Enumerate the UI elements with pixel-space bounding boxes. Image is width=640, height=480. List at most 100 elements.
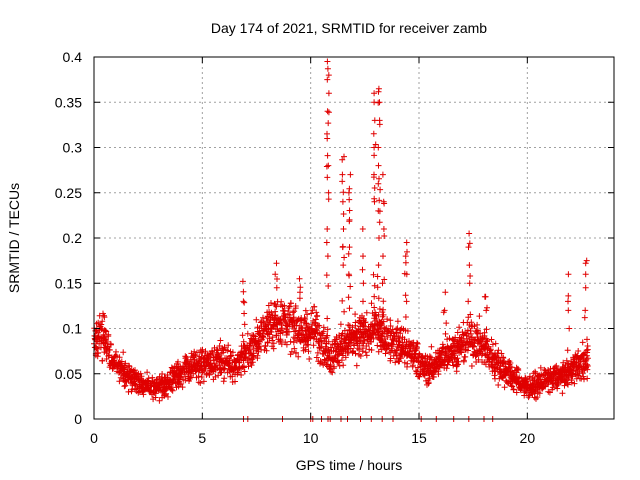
data-point [465,244,472,251]
data-point [376,306,383,312]
data-point [360,333,367,340]
data-point [126,363,133,370]
data-point [273,284,280,291]
data-point [116,354,123,361]
data-point [253,316,260,323]
data-point [495,347,502,354]
data-point [467,273,474,279]
data-point [283,341,290,348]
data-point [414,340,421,347]
y-tick-label: 0.4 [63,49,83,65]
data-point [268,309,275,316]
data-point [159,371,166,377]
data-point [442,289,449,296]
data-point [582,284,589,291]
data-point [352,311,359,318]
data-point [296,327,303,334]
data-point [272,319,278,326]
y-tick-label: 0.05 [55,366,82,382]
data-point [360,253,366,260]
data-point [446,335,453,342]
data-point [241,368,248,375]
data-point [241,310,248,317]
data-point [326,348,332,355]
data-point [371,195,378,202]
data-point [278,341,285,348]
data-point [376,175,382,182]
data-point [238,372,245,378]
data-point [395,338,402,345]
x-axis-label: GPS time / hours [296,457,403,473]
data-point [466,280,473,287]
y-tick-label: 0 [74,411,82,427]
data-point [351,342,358,349]
data-point [488,336,495,343]
data-point [277,337,284,344]
data-point [487,346,494,353]
data-point [339,243,346,250]
data-point [297,284,304,291]
data-point [274,276,280,282]
data-point [269,334,276,341]
data-point [254,355,261,362]
data-point [327,362,334,369]
data-point [404,248,410,255]
data-point [532,368,539,375]
data-point [270,340,277,347]
data-point [324,58,331,65]
data-point [288,300,294,307]
data-point [310,342,317,349]
data-point [99,357,106,364]
data-point [489,341,496,348]
data-point [444,361,451,368]
data-point [466,240,473,247]
data-point [169,387,176,394]
data-point [178,380,185,387]
data-point [468,363,475,369]
data-point [336,362,343,369]
data-point [320,324,327,331]
data-point [362,319,369,326]
data-point [376,197,383,204]
data-point [508,382,515,389]
data-point [387,355,394,362]
data-point [122,382,129,389]
data-point [409,362,416,369]
data-point [168,386,175,393]
data-point [186,375,193,382]
data-point [291,345,298,352]
data-point [403,298,410,305]
data-point [477,330,484,337]
data-point [352,322,359,329]
data-point [304,311,311,318]
data-point [346,244,353,251]
data-point [270,345,277,352]
data-point [571,380,578,387]
data-point [579,339,586,346]
data-point [414,368,420,375]
data-point [566,325,573,332]
data-point [301,315,308,321]
data-point [324,76,331,83]
data-point [348,337,354,344]
data-point [456,324,463,331]
data-point [353,362,360,369]
data-point [383,325,390,332]
data-point [483,326,490,333]
data-point [584,336,590,343]
data-point [325,196,332,203]
data-point [286,312,293,318]
data-point [380,318,387,325]
data-point [105,353,112,359]
data-point [381,276,388,283]
data-point [197,380,204,386]
data-point [371,152,378,159]
data-point [325,189,332,196]
data-point [99,318,106,325]
data-point [359,348,366,355]
data-point [475,356,482,363]
y-tick-label: 0.2 [63,230,83,246]
data-point [554,385,561,392]
data-point [467,311,474,318]
data-point [404,363,410,370]
